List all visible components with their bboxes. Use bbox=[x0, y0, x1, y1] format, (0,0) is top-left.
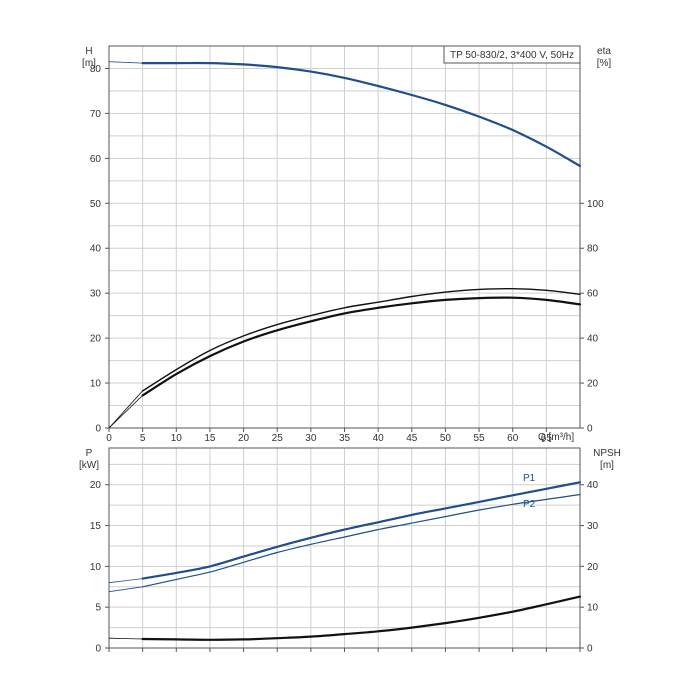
y-right-tick-label: 60 bbox=[587, 289, 599, 300]
y-left-tick-label: 60 bbox=[90, 154, 102, 165]
x-tick-label: 20 bbox=[238, 433, 250, 444]
power-npsh-grid bbox=[109, 448, 580, 648]
head-efficiency-series bbox=[108, 61, 582, 429]
y-left-unit: [m] bbox=[82, 58, 96, 69]
y-right-tick-label: 10 bbox=[587, 603, 599, 614]
power-npsh-ticks: 0 5 10 15 20 0 10 20 30 40 bbox=[90, 480, 599, 654]
series-line-0-0 bbox=[141, 61, 582, 168]
head-efficiency-grid bbox=[109, 46, 580, 428]
x-tick-label: 45 bbox=[406, 433, 418, 444]
chart-title: TP 50-830/2, 3*400 V, 50Hz bbox=[450, 50, 574, 61]
series-extension-line bbox=[108, 390, 143, 429]
y-left-tick-label: 70 bbox=[90, 109, 102, 120]
series-label-p2: P2 bbox=[523, 499, 536, 510]
y-right-unit: [%] bbox=[597, 58, 612, 69]
power-npsh-series bbox=[108, 481, 582, 641]
series-line-1-2 bbox=[141, 595, 582, 641]
y-left-tick-label: 10 bbox=[90, 379, 102, 390]
x-tick-label: 5 bbox=[140, 433, 146, 444]
y-left-tick-label: 40 bbox=[90, 244, 102, 255]
y-right-tick-label: 20 bbox=[587, 379, 599, 390]
series-extension-line bbox=[108, 395, 143, 429]
series-extension-line bbox=[108, 637, 143, 640]
y-right-tick-label: 0 bbox=[587, 644, 593, 655]
y-right-tick-label: 100 bbox=[587, 199, 604, 210]
y-right-tick-label: 20 bbox=[587, 562, 599, 573]
y-right-tick-label: 40 bbox=[587, 334, 599, 345]
series-label-p1: P1 bbox=[523, 473, 536, 484]
x-tick-label: 55 bbox=[474, 433, 486, 444]
y-left-tick-label: 50 bbox=[90, 199, 102, 210]
x-tick-label: 30 bbox=[305, 433, 317, 444]
y-right-tick-label: 30 bbox=[587, 521, 599, 532]
x-tick-label: 35 bbox=[339, 433, 351, 444]
y-right-tick-label: 0 bbox=[587, 424, 593, 435]
x-tick-label: 60 bbox=[507, 433, 519, 444]
series-line-0-2 bbox=[141, 287, 581, 392]
power-npsh-panel: 0 5 10 15 20 0 10 20 30 40 P [kW] NPSH [m] P1 P2 bbox=[79, 447, 621, 655]
x-axis-label: Q [m³/h] bbox=[538, 432, 574, 443]
x-tick-label: 50 bbox=[440, 433, 452, 444]
y-left-tick-label: 20 bbox=[90, 480, 102, 491]
y-left-tick-label: 5 bbox=[95, 603, 101, 614]
series-extension-line bbox=[108, 578, 143, 584]
y-right-tick-label: 40 bbox=[587, 480, 599, 491]
x-tick-label: 0 bbox=[106, 433, 112, 444]
y-left-tick-label: 80 bbox=[90, 64, 102, 75]
y-left-tick-label: 20 bbox=[90, 334, 102, 345]
series-extension-line bbox=[108, 586, 143, 593]
y-left-label-bottom: P bbox=[86, 448, 93, 459]
y-left-tick-label: 0 bbox=[95, 644, 101, 655]
x-tick-label: 10 bbox=[171, 433, 183, 444]
y-right-label: eta bbox=[597, 46, 611, 57]
y-right-label-bottom: NPSH bbox=[593, 448, 621, 459]
y-left-tick-label: 0 bbox=[95, 424, 101, 435]
x-tick-label: 25 bbox=[272, 433, 284, 444]
head-efficiency-ticks: 0 10 20 30 40 50 60 70 80 0 20 40 60 80 100 0 5 10 15 20 25 3… bbox=[90, 64, 604, 444]
title-box bbox=[443, 45, 581, 64]
x-tick-label: 15 bbox=[204, 433, 216, 444]
y-left-unit-bottom: [kW] bbox=[79, 460, 99, 471]
y-left-tick-label: 30 bbox=[90, 289, 102, 300]
head-efficiency-panel: 0 10 20 30 40 50 60 70 80 0 20 40 60 80 100 0 5 10 15 20 25 3… bbox=[82, 45, 612, 444]
x-tick-label: 40 bbox=[373, 433, 385, 444]
y-left-tick-label: 10 bbox=[90, 562, 102, 573]
y-left-label: H bbox=[85, 46, 92, 57]
series-line-1-1 bbox=[142, 493, 581, 588]
x-tick-label: 65 bbox=[541, 433, 553, 444]
series-extension-line bbox=[108, 61, 143, 64]
series-line-0-1 bbox=[141, 296, 582, 397]
y-left-tick-label: 15 bbox=[90, 521, 102, 532]
series-line-1-0 bbox=[141, 481, 582, 580]
y-right-unit-bottom: [m] bbox=[600, 460, 614, 471]
y-right-tick-label: 80 bbox=[587, 244, 599, 255]
